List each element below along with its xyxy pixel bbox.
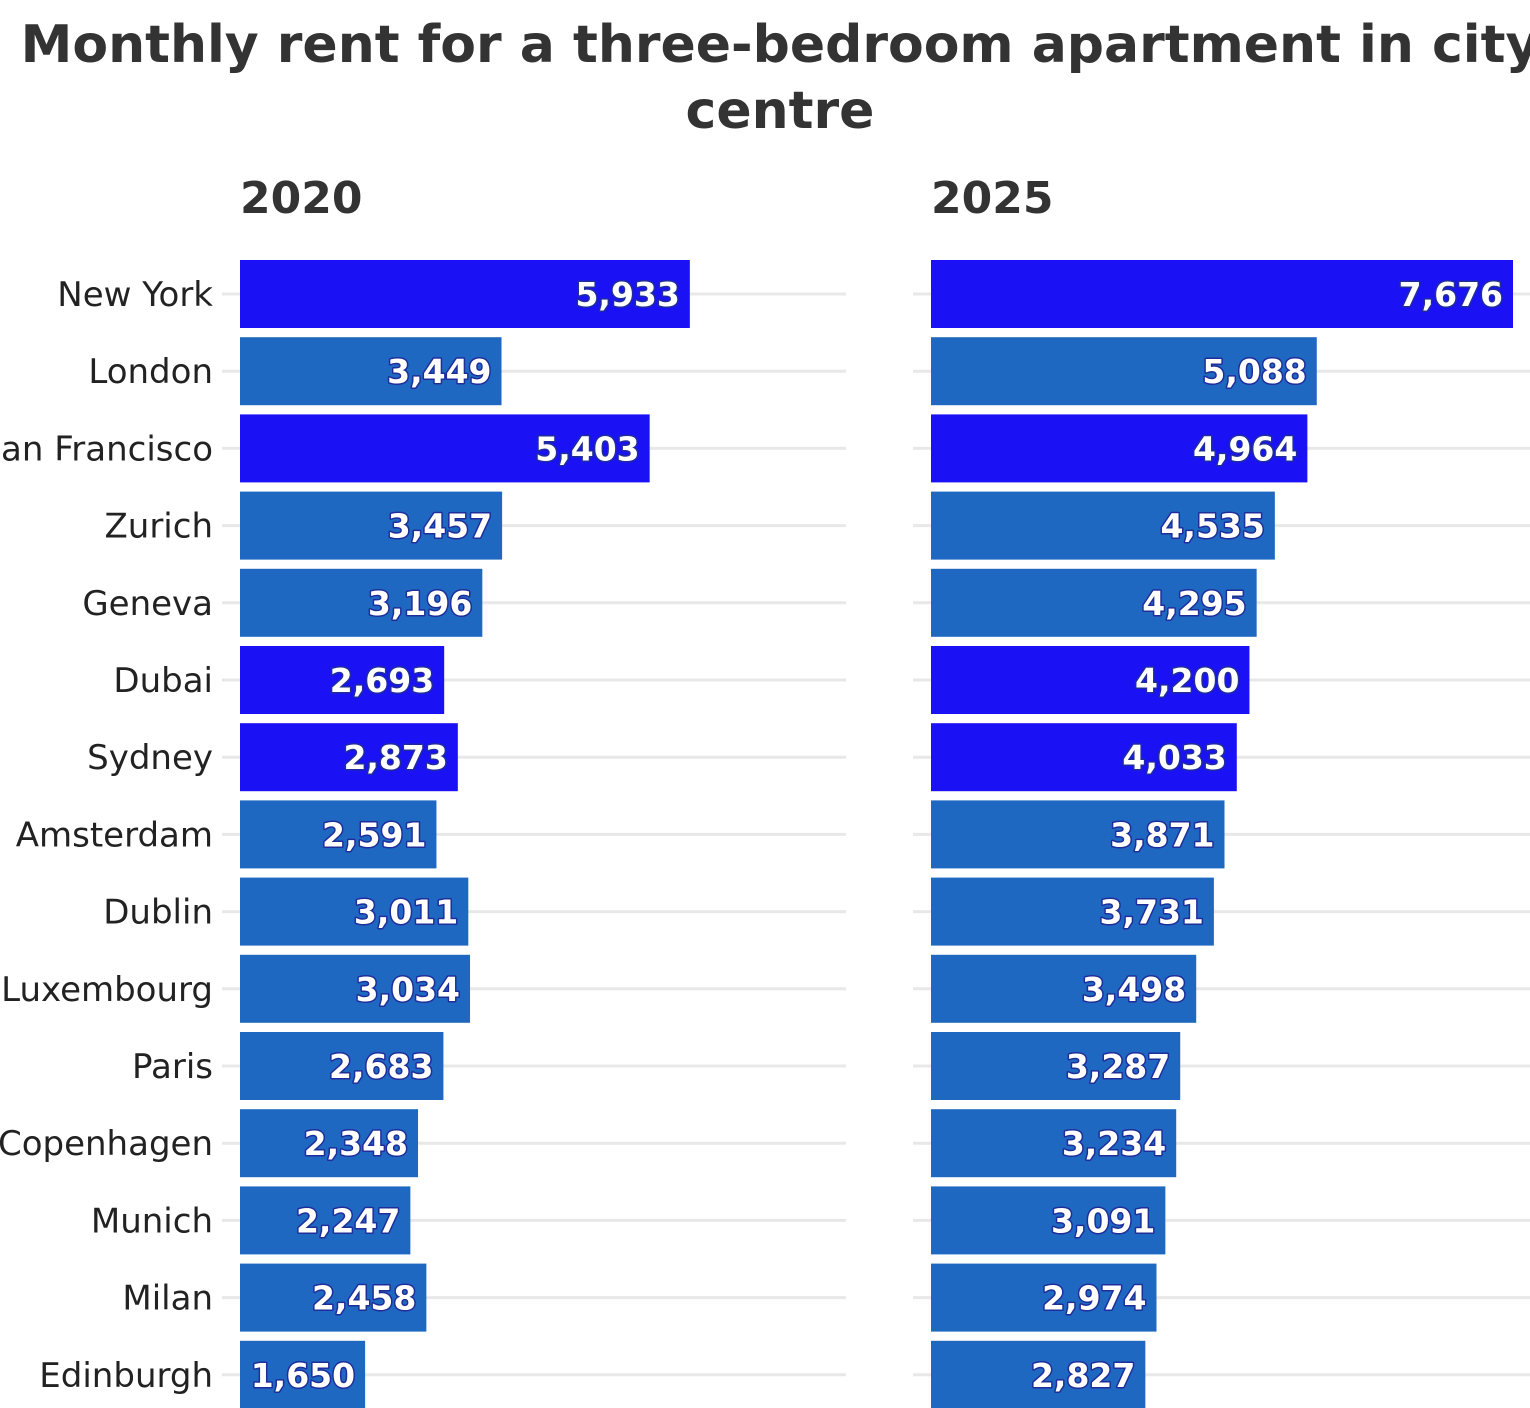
bar xyxy=(240,337,502,406)
panel-title: 2020 xyxy=(240,173,362,224)
data-label: 1,650 xyxy=(251,1356,355,1395)
data-label: 3,449 xyxy=(387,352,491,391)
data-label: 5,088 xyxy=(1202,352,1306,391)
data-label: 2,591 xyxy=(322,815,426,854)
bar xyxy=(931,646,1250,714)
bar xyxy=(931,723,1237,792)
bar xyxy=(931,877,1214,946)
category-label: Copenhagen xyxy=(0,1124,213,1164)
data-label: 2,348 xyxy=(304,1124,408,1163)
bar xyxy=(931,260,1513,328)
bar xyxy=(240,1340,366,1408)
data-label: 3,871 xyxy=(1110,815,1214,854)
data-label: 3,287 xyxy=(1066,1047,1170,1086)
bar xyxy=(240,260,690,328)
bar xyxy=(240,877,469,946)
data-label: 3,034 xyxy=(356,970,460,1009)
data-label: 2,683 xyxy=(329,1047,433,1086)
bar xyxy=(931,1032,1181,1100)
category-label: Edinburgh xyxy=(39,1356,213,1396)
data-label: 3,731 xyxy=(1099,893,1203,932)
category-label: Zurich xyxy=(104,507,213,547)
bar xyxy=(931,1340,1146,1408)
bar xyxy=(931,414,1308,483)
bar xyxy=(931,568,1257,637)
bar xyxy=(240,568,483,637)
bar xyxy=(931,337,1317,406)
bar xyxy=(931,800,1225,869)
bar xyxy=(240,800,437,869)
data-label: 5,403 xyxy=(535,429,639,468)
category-label: Paris xyxy=(132,1047,213,1087)
bar xyxy=(240,1109,419,1178)
data-label: 2,247 xyxy=(296,1201,400,1240)
data-label: 2,873 xyxy=(343,738,447,777)
bar xyxy=(240,954,471,1023)
bar xyxy=(240,1032,444,1100)
data-label: 2,974 xyxy=(1042,1279,1146,1318)
category-label: Luxembourg xyxy=(1,970,213,1010)
bar xyxy=(240,646,445,714)
data-label: 4,033 xyxy=(1122,738,1226,777)
data-label: 3,091 xyxy=(1051,1201,1155,1240)
data-label: 3,498 xyxy=(1082,970,1186,1009)
bar xyxy=(240,491,503,560)
panel-title: 2025 xyxy=(931,173,1053,224)
category-label: Dubai xyxy=(113,661,213,701)
category-label: Amsterdam xyxy=(16,815,213,855)
data-label: 2,458 xyxy=(312,1279,416,1318)
bar xyxy=(931,1109,1177,1178)
bar xyxy=(931,954,1197,1023)
bar xyxy=(240,1186,411,1255)
category-label: Geneva xyxy=(82,584,213,624)
category-label: Milan xyxy=(122,1279,213,1319)
bar xyxy=(240,1263,427,1332)
data-label: 3,457 xyxy=(388,507,492,546)
data-label: 4,200 xyxy=(1135,661,1239,700)
bar xyxy=(240,723,458,792)
category-label: Dublin xyxy=(103,893,213,933)
data-label: 2,827 xyxy=(1031,1356,1135,1395)
data-label: 3,234 xyxy=(1062,1124,1166,1163)
category-label: New York xyxy=(57,275,213,315)
category-label: Munich xyxy=(91,1201,213,1241)
data-label: 4,535 xyxy=(1160,507,1264,546)
bar xyxy=(931,491,1275,560)
bar xyxy=(931,1186,1166,1255)
category-label: San Francisco xyxy=(0,429,213,469)
bar xyxy=(240,414,650,483)
category-label: London xyxy=(88,352,213,392)
bar xyxy=(931,1263,1157,1332)
data-label: 4,295 xyxy=(1142,584,1246,623)
data-label: 5,933 xyxy=(575,275,679,314)
data-label: 3,196 xyxy=(368,584,472,623)
chart-title: Monthly rent for a three-bedroom apartme… xyxy=(20,15,1530,141)
data-label: 7,676 xyxy=(1399,275,1503,314)
data-label: 3,011 xyxy=(354,893,458,932)
category-label: Sydney xyxy=(87,738,213,778)
data-label: 4,964 xyxy=(1193,429,1297,468)
data-label: 2,693 xyxy=(330,661,434,700)
